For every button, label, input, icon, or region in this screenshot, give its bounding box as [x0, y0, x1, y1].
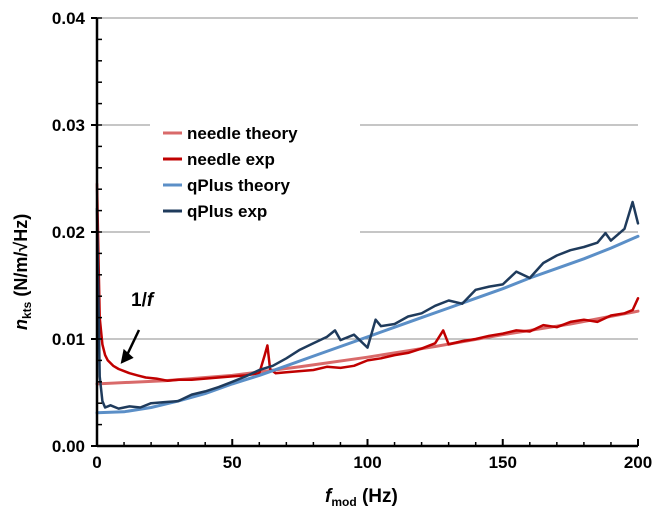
- y-tick-label: 0.00: [52, 437, 85, 456]
- y-axis-title-unit: (N/m/√Hz): [11, 214, 31, 302]
- y-tick-label: 0.03: [52, 116, 85, 135]
- legend-label: needle exp: [187, 150, 275, 169]
- legend-label: needle theory: [187, 124, 298, 143]
- x-axis-title: fmod (Hz): [325, 486, 398, 509]
- y-axis-title-main: n: [11, 319, 31, 330]
- x-tick-label: 150: [489, 453, 517, 472]
- gridlines: [97, 17, 638, 340]
- series-line-qplus-exp: [95, 200, 640, 410]
- y-tick-label: 0.04: [52, 9, 86, 28]
- tick-labels: 0.00 0.01 0.02 0.03 0.04 0 50 100 150 200: [52, 9, 652, 472]
- y-tick-label: 0.01: [52, 330, 85, 349]
- axis-titles: fmod (Hz)nkts (N/m/√Hz): [11, 214, 398, 509]
- legend-label: qPlus exp: [187, 202, 267, 221]
- axes: [91, 17, 639, 448]
- x-tick-label: 100: [353, 453, 381, 472]
- annotation: 1/f: [120, 290, 155, 364]
- x-tick-label: 50: [223, 453, 242, 472]
- x-axis-title-main: f: [325, 486, 333, 507]
- annotation-arrow-head: [120, 348, 134, 364]
- series-layer: [95, 182, 640, 415]
- annotation-arrow-shaft: [125, 329, 141, 357]
- x-axis-title-sub: mod: [331, 495, 356, 509]
- annotation-text: 1/f: [131, 290, 155, 311]
- series-line-qplus-theory: [95, 234, 640, 415]
- legend: needle theory needle exp qPlus theory qPlus…: [163, 124, 298, 221]
- x-tick-label: 200: [624, 453, 652, 472]
- y-axis-title: nkts (N/m/√Hz): [11, 214, 34, 330]
- annotation-text-prefix: 1/: [131, 290, 148, 311]
- y-tick-label: 0.02: [52, 223, 85, 242]
- legend-label: qPlus theory: [187, 176, 291, 195]
- y-axis-title-sub: kts: [20, 301, 34, 319]
- x-tick-label: 0: [92, 453, 101, 472]
- annotation-text-variable: f: [147, 290, 155, 311]
- series-line-needle-exp: [95, 182, 640, 382]
- x-axis-title-unit: (Hz): [357, 486, 398, 507]
